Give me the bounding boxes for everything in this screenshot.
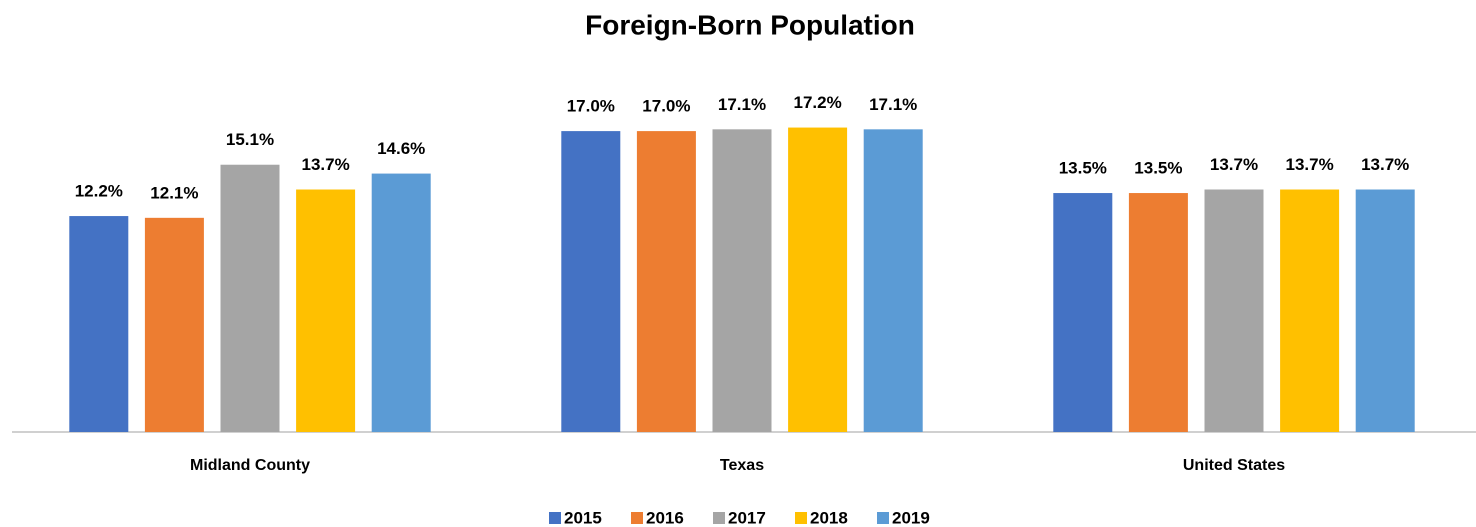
data-label: 14.6% [377, 139, 425, 158]
data-label: 17.1% [869, 95, 917, 114]
bar [371, 173, 431, 432]
x-tick-label: Texas [720, 457, 764, 474]
x-tick-label: Midland County [190, 457, 310, 474]
bar [220, 164, 280, 433]
data-label: 13.7% [1210, 155, 1258, 174]
legend-label: 2019 [892, 508, 930, 527]
legend-label: 2018 [810, 508, 848, 527]
legend-swatch [795, 512, 807, 524]
bar [712, 129, 772, 432]
chart-title: Foreign-Born Population [585, 9, 915, 40]
bar [296, 189, 356, 432]
data-label: 12.1% [150, 183, 198, 202]
bar [1053, 193, 1113, 432]
data-label: 17.2% [793, 93, 841, 112]
bar [1355, 189, 1415, 432]
x-tick-label: United States [1183, 457, 1285, 474]
data-label: 13.7% [1361, 155, 1409, 174]
data-label: 17.0% [567, 97, 615, 116]
legend-swatch [549, 512, 561, 524]
legend-swatch [713, 512, 725, 524]
bar [561, 131, 621, 432]
legend-swatch [631, 512, 643, 524]
legend-swatch [877, 512, 889, 524]
data-label: 17.0% [642, 97, 690, 116]
bar [788, 127, 848, 432]
legend-label: 2017 [728, 508, 766, 527]
data-label: 17.1% [718, 95, 766, 114]
data-label: 13.5% [1059, 159, 1107, 178]
bar [144, 217, 204, 432]
bar [69, 216, 129, 432]
data-label: 12.2% [75, 182, 123, 201]
data-label: 13.5% [1134, 159, 1182, 178]
bar [1204, 189, 1264, 432]
bar [636, 131, 696, 432]
data-label: 13.7% [1285, 155, 1333, 174]
bar [863, 129, 923, 432]
data-label: 15.1% [226, 130, 274, 149]
legend-label: 2016 [646, 508, 684, 527]
legend-label: 2015 [564, 508, 602, 527]
bar [1128, 193, 1188, 432]
bar [1280, 189, 1340, 432]
data-label: 13.7% [301, 155, 349, 174]
